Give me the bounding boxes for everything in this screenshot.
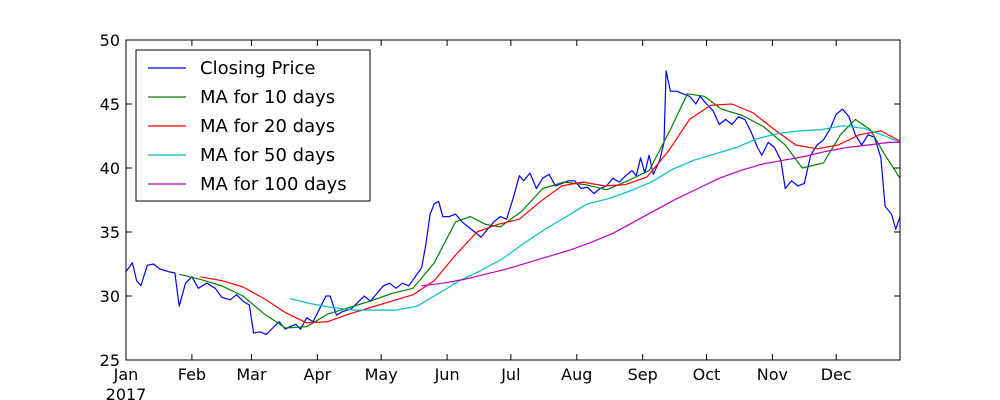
plot-lines (125, 70, 901, 335)
y-tick-label: 25 (100, 351, 120, 370)
y-tick-label: 35 (100, 223, 120, 242)
x-tick-label: Apr (304, 365, 332, 384)
x-tick-label: Jun (434, 365, 460, 384)
x-tick-label: Feb (178, 365, 206, 384)
x-year-label: 2017 (106, 385, 147, 400)
series-line-1 (125, 70, 901, 335)
series-line-3 (200, 103, 901, 324)
plot-frame (125, 39, 901, 361)
y-tick-label: 30 (100, 287, 120, 306)
x-tick-label: Jan (113, 365, 139, 384)
x-tick-label: Aug (561, 365, 592, 384)
legend-label: MA for 100 days (200, 174, 347, 195)
x-tick-label: May (365, 365, 398, 384)
legend-label: MA for 10 days (200, 87, 335, 108)
series-line-5 (421, 141, 900, 287)
series-line-2 (179, 93, 901, 329)
x-tick-label: Sep (628, 365, 658, 384)
y-tick-label: 50 (100, 31, 120, 50)
x-axis: Jan Feb Mar Apr May Jun Jul Aug Sep Oct Nov Dec 2017 (106, 40, 852, 400)
y-tick-label: 45 (100, 95, 120, 114)
legend-label: MA for 50 days (200, 145, 335, 166)
series-line-4 (289, 125, 901, 311)
x-tick-label: Dec (821, 365, 852, 384)
y-axis: 25 30 35 40 45 50 (100, 31, 900, 370)
y-tick-label: 40 (100, 159, 120, 178)
x-tick-label: Mar (236, 365, 267, 384)
legend: Closing Price MA for 10 days MA for 20 day… (135, 49, 371, 202)
legend-label: Closing Price (200, 58, 315, 79)
x-tick-label: Oct (693, 365, 721, 384)
legend-label: MA for 20 days (200, 116, 335, 137)
x-tick-label: Nov (757, 365, 788, 384)
x-tick-label: Jul (500, 365, 520, 384)
